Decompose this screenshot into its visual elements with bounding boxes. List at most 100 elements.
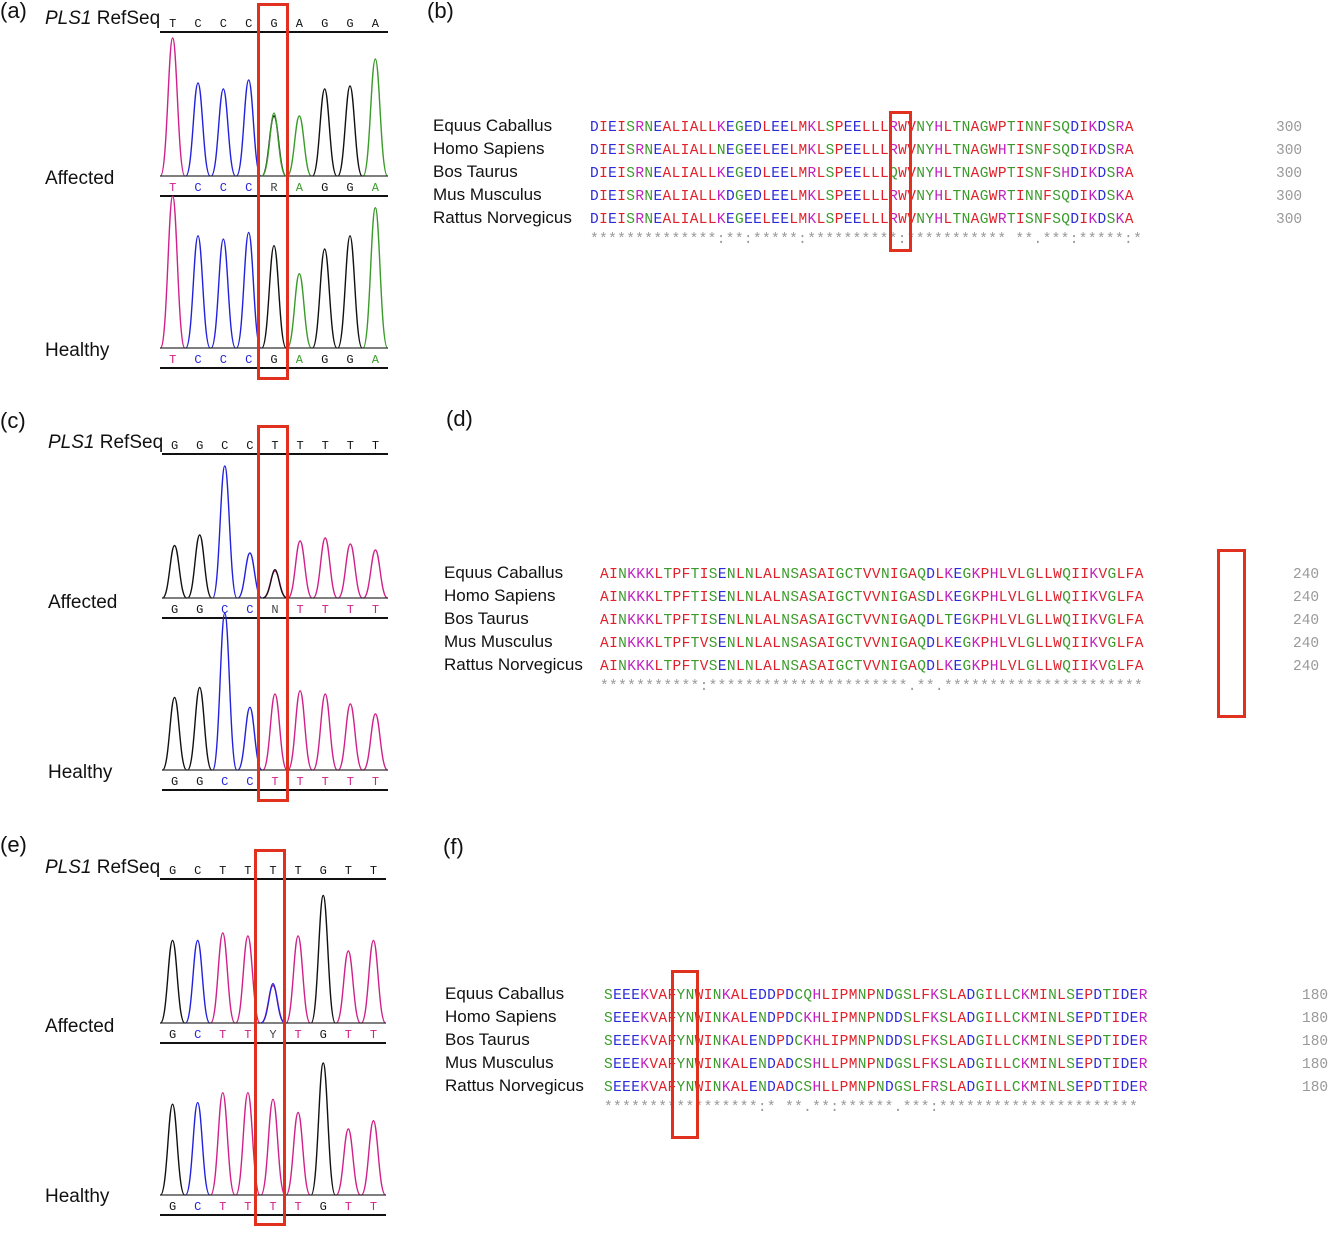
residue: E [744,189,754,205]
residue: I [1015,189,1025,205]
residue: I [890,659,900,675]
residue: L [1044,636,1054,652]
residue: I [890,567,900,583]
residue: S [708,590,718,606]
residue: A [662,189,672,205]
residue: A [908,636,918,652]
residue: D [966,988,976,1004]
residue: R [997,212,1007,228]
residue: L [821,1080,831,1096]
residue: L [943,143,953,159]
residue: A [799,659,809,675]
residue: L [654,567,664,583]
residue: T [1102,1011,1112,1027]
residue: E [744,120,754,136]
residue: L [870,120,880,136]
residue: I [699,613,709,629]
residue: G [962,613,972,629]
residue: A [600,636,610,652]
residue: K [716,189,726,205]
species-label: Equus Caballus [433,116,553,135]
residue: K [944,567,954,583]
residue: E [953,636,963,652]
residue: K [636,613,646,629]
residue: A [763,567,773,583]
residue: L [762,120,772,136]
residue: E [780,166,790,182]
residue: N [916,143,926,159]
residue: C [1011,988,1021,1004]
trace-peak [212,612,238,771]
residue: N [1048,1034,1058,1050]
base-call: T [297,603,304,617]
residue: L [935,659,945,675]
residue: D [926,613,936,629]
residue: N [916,166,926,182]
residue: F [1043,143,1053,159]
residue: A [600,613,610,629]
residue: I [830,1011,840,1027]
sequence-row: DIEISRNEALIALLKEGEDLEELMRLSPEELLLQWVNYHL… [590,163,1134,186]
residue: N [745,567,755,583]
residue: L [1002,1057,1012,1073]
residue: S [939,1034,949,1050]
residue: P [866,1057,876,1073]
residue: L [870,189,880,205]
residue: N [880,636,890,652]
residue: N [1034,189,1044,205]
residue: D [767,988,777,1004]
residue: K [1115,189,1125,205]
trace-peak [210,932,236,1024]
residue: G [1025,613,1035,629]
residue: T [853,613,863,629]
residue: M [1029,1057,1039,1073]
residue: N [644,166,654,182]
residue: N [880,659,890,675]
residue: M [1029,1080,1039,1096]
position-number: 180 [1302,988,1329,1004]
residue: V [871,590,881,606]
trace-peak [285,935,311,1024]
residue: D [590,166,600,182]
residue: R [1138,1011,1148,1027]
residue: R [635,120,645,136]
residue: P [834,143,844,159]
residue: E [749,1080,759,1096]
residue: E [653,212,663,228]
residue: L [948,1057,958,1073]
residue: W [988,120,998,136]
residue: A [1124,212,1134,228]
residue: R [635,143,645,159]
trace-peak [262,693,288,771]
trace-peak [235,231,262,349]
residue: L [1035,659,1045,675]
sequence-row: AINKKKLTPFTVSENLNLALNSASAIGCTVVNIGAQDLKE… [600,633,1144,656]
residue: Q [917,636,927,652]
trace-peak [162,696,188,771]
residue: G [735,143,745,159]
trace-peak [337,85,363,177]
residue: K [930,1034,940,1050]
residue: S [825,212,835,228]
residue: A [817,590,827,606]
residue: K [640,1034,650,1050]
residue: W [898,143,908,159]
residue: A [763,659,773,675]
residue: I [1111,1080,1121,1096]
base-call: T [372,439,379,453]
residue: E [725,143,735,159]
residue: Q [1061,143,1071,159]
residue: E [852,166,862,182]
residue: L [789,166,799,182]
residue: A [662,120,672,136]
residue: G [979,166,989,182]
residue: S [626,166,636,182]
residue: I [830,988,840,1004]
residue: I [699,567,709,583]
residue: D [1097,212,1107,228]
residue: Q [917,659,927,675]
residue: S [790,590,800,606]
heterozygous-peak [260,982,286,1024]
residue: A [600,590,610,606]
residue: A [799,613,809,629]
